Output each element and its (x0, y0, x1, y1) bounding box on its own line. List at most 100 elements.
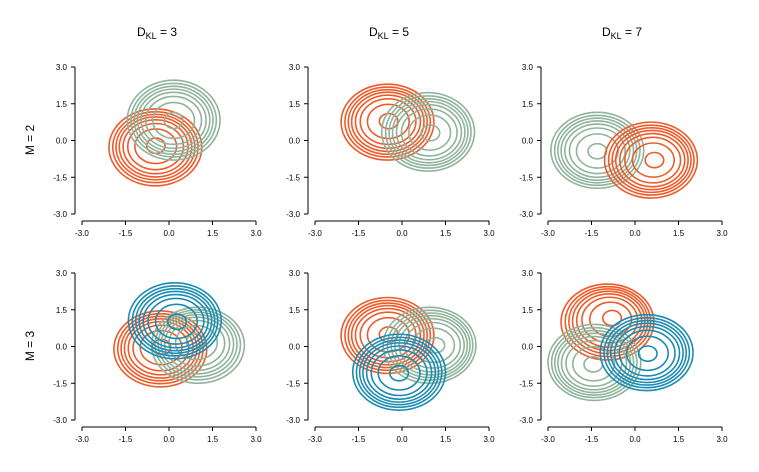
contour-green (157, 311, 238, 378)
contour-green (547, 323, 642, 402)
y-tick-label: 3.0 (56, 269, 68, 278)
y-tick-label: 3.0 (522, 63, 534, 72)
contour-orange (602, 309, 623, 327)
contour-orange (116, 313, 204, 385)
contour-green (550, 111, 645, 190)
contour-green (391, 100, 466, 164)
contour-blue (127, 281, 222, 360)
x-tick-label: 0.0 (396, 435, 408, 444)
x-tick-label: 1.5 (207, 435, 219, 444)
x-tick-label: 3.0 (483, 435, 495, 444)
x-tick-label: 3.0 (250, 229, 262, 238)
y-tick-label: -3.0 (286, 416, 300, 425)
contour-blue (351, 333, 447, 411)
contour-blue (603, 316, 691, 389)
contour-orange (354, 94, 422, 150)
y-tick-label: 1.5 (522, 306, 534, 315)
contour-blue (142, 293, 209, 349)
x-tick-label: 0.0 (629, 435, 641, 444)
x-tick-label: -3.0 (75, 435, 89, 444)
contour-green (388, 97, 469, 167)
contour-orange (350, 304, 425, 366)
y-tick-label: 1.5 (289, 100, 301, 109)
y-tick-label: 1.5 (56, 100, 68, 109)
x-tick-label: 1.5 (440, 435, 452, 444)
contour-green (133, 85, 214, 155)
x-tick-label: 1.5 (673, 435, 685, 444)
column-title: DKL = 5 (369, 25, 409, 41)
contour-orange (631, 142, 676, 178)
y-tick-label: -1.5 (53, 173, 67, 182)
x-tick-label: -3.0 (75, 229, 89, 238)
panel: -3.0 -3.0 -1.5 -1.5 0.0 0.0 1.5 1.5 3.0 3.0 (53, 63, 262, 238)
y-tick-label: 3.0 (289, 269, 301, 278)
x-tick-label: -1.5 (585, 435, 599, 444)
y-tick-label: -3.0 (53, 210, 67, 219)
contour-blue (599, 313, 694, 392)
y-tick-label: -3.0 (53, 416, 67, 425)
contour-green (145, 95, 203, 146)
y-tick-label: -3.0 (519, 210, 533, 219)
contour-orange (340, 83, 435, 161)
y-tick-label: 1.5 (522, 100, 534, 109)
x-tick-label: 1.5 (440, 229, 452, 238)
contour-green (553, 114, 641, 187)
panel: -3.0 -3.0 -1.5 -1.5 0.0 0.0 1.5 1.5 3.0 3.0 (286, 63, 495, 238)
contour-green (420, 124, 441, 142)
contour-orange (340, 296, 435, 375)
panel: -3.0 -3.0 -1.5 -1.5 0.0 0.0 1.5 1.5 3.0 3.0 (519, 269, 728, 444)
contour-green (395, 104, 463, 161)
contour-blue (154, 303, 199, 340)
contour-orange (560, 283, 655, 361)
y-tick-label: 3.0 (56, 63, 68, 72)
contour-orange (366, 103, 410, 140)
contour-blue (167, 313, 188, 331)
contour-green (151, 101, 196, 140)
x-tick-label: -1.5 (352, 435, 366, 444)
contour-orange (614, 129, 689, 191)
contour-orange (347, 302, 428, 369)
column-titles: DKL = 3 DKL = 5 DKL = 7 (137, 25, 642, 41)
x-tick-label: 1.5 (207, 229, 219, 238)
y-tick-label: 0.0 (289, 137, 301, 146)
contour-green (136, 88, 211, 153)
contour-orange (618, 132, 686, 188)
contour-blue (134, 287, 216, 355)
y-tick-label: -1.5 (53, 379, 67, 388)
x-tick-label: 3.0 (716, 435, 728, 444)
contour-green (384, 95, 472, 169)
y-tick-label: 0.0 (56, 343, 68, 352)
contour-green (560, 120, 635, 181)
y-tick-label: 3.0 (289, 63, 301, 72)
y-tick-label: -3.0 (286, 210, 300, 219)
contour-blue (377, 355, 421, 391)
contour-orange (344, 299, 432, 372)
x-tick-label: -3.0 (308, 435, 322, 444)
contour-green (553, 329, 635, 396)
x-tick-label: 0.0 (163, 229, 175, 238)
contour-blue (625, 335, 670, 372)
contour-green (564, 123, 631, 179)
contour-blue (362, 342, 437, 403)
y-tick-label: 1.5 (289, 306, 301, 315)
contour-blue (606, 319, 688, 386)
x-tick-label: 0.0 (396, 229, 408, 238)
panel: -3.0 -3.0 -1.5 -1.5 0.0 0.0 1.5 1.5 3.0 3.0 (519, 63, 728, 238)
x-tick-label: -1.5 (585, 229, 599, 238)
row-label: M = 3 (23, 331, 37, 362)
y-tick-label: 3.0 (522, 269, 534, 278)
x-tick-label: 3.0 (250, 435, 262, 444)
contour-blue (609, 322, 684, 384)
contour-orange (644, 151, 665, 169)
contour-orange (603, 121, 699, 199)
x-tick-label: -1.5 (119, 435, 133, 444)
column-title: DKL = 7 (602, 25, 642, 41)
panel: -3.0 -3.0 -1.5 -1.5 0.0 0.0 1.5 1.5 3.0 3.0 (286, 269, 495, 444)
contour-orange (607, 124, 695, 196)
contour-orange (115, 113, 196, 181)
contour-green (587, 142, 608, 160)
contour-green (550, 326, 638, 399)
y-tick-label: 0.0 (522, 137, 534, 146)
contour-orange (122, 119, 189, 175)
